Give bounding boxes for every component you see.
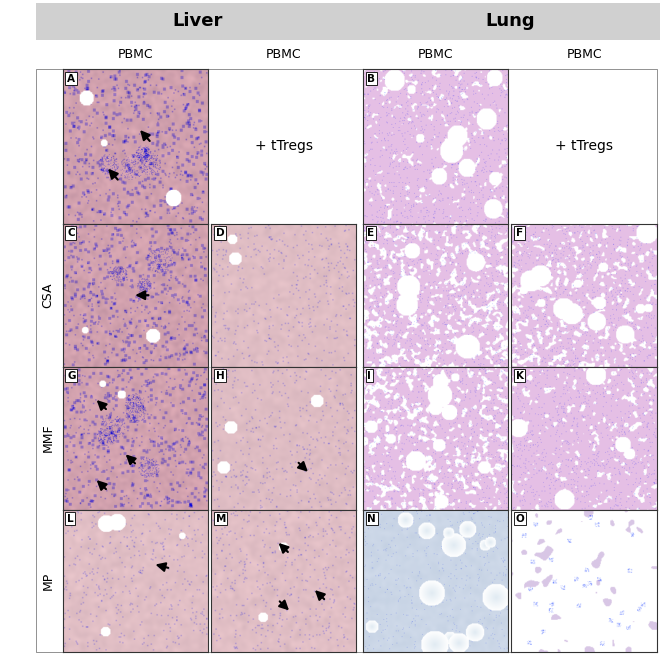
Text: M: M — [216, 514, 226, 524]
Text: G: G — [67, 371, 75, 381]
Text: Lung: Lung — [485, 13, 535, 30]
Text: E: E — [368, 228, 374, 238]
Text: + tTregs: + tTregs — [555, 140, 613, 154]
Text: A: A — [67, 74, 75, 84]
Bar — [36, 69, 657, 652]
Text: F: F — [516, 228, 523, 238]
Text: N: N — [368, 514, 376, 524]
Text: PBMC: PBMC — [566, 48, 602, 61]
Text: L: L — [67, 514, 74, 524]
Text: PBMC: PBMC — [266, 48, 302, 61]
Bar — [36, 3, 360, 40]
Text: C: C — [67, 228, 75, 238]
Bar — [360, 3, 660, 40]
Text: I: I — [368, 371, 371, 381]
Text: PBMC: PBMC — [418, 48, 453, 61]
Text: PBMC: PBMC — [117, 48, 153, 61]
Text: H: H — [216, 371, 224, 381]
Text: CSA: CSA — [42, 283, 55, 308]
Text: D: D — [216, 228, 224, 238]
Text: MMF: MMF — [42, 424, 55, 452]
Text: MP: MP — [42, 572, 55, 590]
Text: Liver: Liver — [173, 13, 223, 30]
Text: B: B — [368, 74, 376, 84]
Text: + tTregs: + tTregs — [255, 140, 313, 154]
Text: O: O — [516, 514, 525, 524]
Text: K: K — [516, 371, 524, 381]
